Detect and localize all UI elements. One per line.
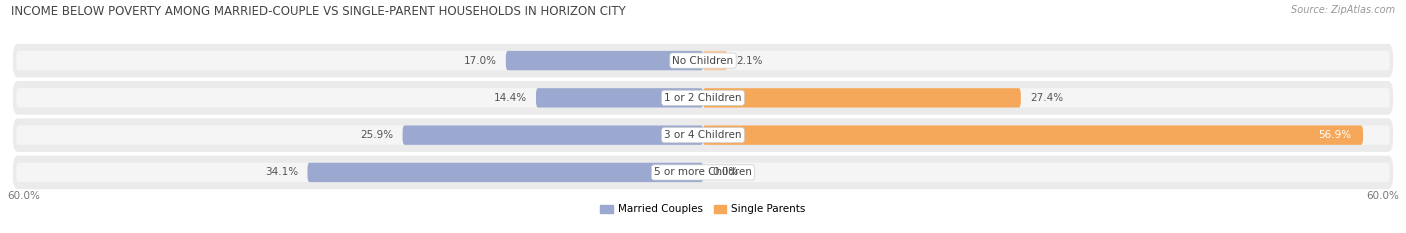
Text: No Children: No Children [672, 56, 734, 65]
FancyBboxPatch shape [536, 88, 703, 108]
Text: 3 or 4 Children: 3 or 4 Children [664, 130, 742, 140]
Text: 2.1%: 2.1% [737, 56, 763, 65]
FancyBboxPatch shape [506, 51, 703, 70]
FancyBboxPatch shape [13, 156, 1393, 189]
FancyBboxPatch shape [703, 88, 1389, 108]
FancyBboxPatch shape [703, 51, 727, 70]
FancyBboxPatch shape [703, 163, 1389, 182]
Text: 60.0%: 60.0% [7, 191, 39, 201]
FancyBboxPatch shape [13, 44, 1393, 77]
Text: 27.4%: 27.4% [1031, 93, 1063, 103]
FancyBboxPatch shape [17, 125, 703, 145]
FancyBboxPatch shape [17, 51, 703, 70]
Legend: Married Couples, Single Parents: Married Couples, Single Parents [596, 200, 810, 219]
FancyBboxPatch shape [17, 88, 703, 108]
FancyBboxPatch shape [308, 163, 703, 182]
Text: 1 or 2 Children: 1 or 2 Children [664, 93, 742, 103]
FancyBboxPatch shape [13, 118, 1393, 152]
Text: 5 or more Children: 5 or more Children [654, 168, 752, 177]
Text: 14.4%: 14.4% [494, 93, 527, 103]
FancyBboxPatch shape [703, 125, 1389, 145]
Text: 56.9%: 56.9% [1319, 130, 1351, 140]
FancyBboxPatch shape [703, 51, 1389, 70]
Text: 34.1%: 34.1% [266, 168, 298, 177]
Text: 17.0%: 17.0% [464, 56, 496, 65]
Text: Source: ZipAtlas.com: Source: ZipAtlas.com [1291, 5, 1395, 15]
FancyBboxPatch shape [17, 163, 703, 182]
FancyBboxPatch shape [703, 125, 1362, 145]
FancyBboxPatch shape [13, 81, 1393, 115]
FancyBboxPatch shape [703, 88, 1021, 108]
Text: 60.0%: 60.0% [1367, 191, 1399, 201]
Text: INCOME BELOW POVERTY AMONG MARRIED-COUPLE VS SINGLE-PARENT HOUSEHOLDS IN HORIZON: INCOME BELOW POVERTY AMONG MARRIED-COUPL… [11, 5, 626, 18]
FancyBboxPatch shape [402, 125, 703, 145]
Text: 25.9%: 25.9% [360, 130, 394, 140]
Text: 0.0%: 0.0% [713, 168, 738, 177]
